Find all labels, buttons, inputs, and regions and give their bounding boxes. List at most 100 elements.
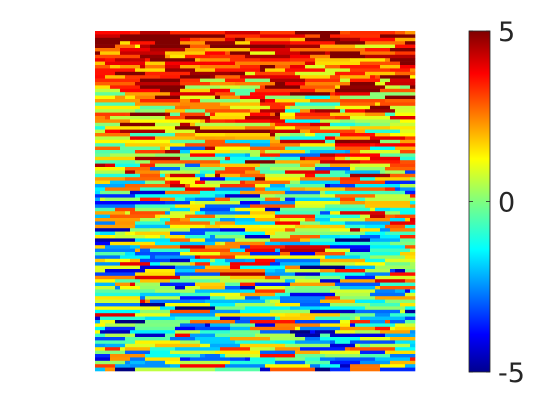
heatmap-cell [340, 276, 345, 280]
heatmap-cell [400, 119, 415, 123]
heatmap-cell [215, 221, 235, 225]
heatmap-cell [365, 272, 390, 276]
heatmap-cell [275, 232, 290, 236]
heatmap-cell [140, 79, 170, 83]
heatmap-cell [145, 354, 180, 358]
heatmap-cell [315, 218, 330, 222]
heatmap-cell [310, 242, 350, 246]
heatmap-cell [235, 38, 245, 42]
heatmap-cell [335, 89, 380, 93]
heatmap-cell [335, 340, 350, 344]
heatmap-cell [320, 194, 335, 198]
heatmap-cell [390, 354, 415, 358]
heatmap-cell [220, 347, 250, 351]
heatmap-cell [155, 123, 180, 127]
heatmap-cell [255, 259, 275, 263]
heatmap-cell [140, 106, 175, 110]
heatmap-cell [95, 109, 135, 113]
heatmap-cell [220, 228, 245, 232]
heatmap-cell [245, 357, 250, 361]
heatmap-cell [290, 232, 315, 236]
heatmap-cell [330, 340, 335, 344]
heatmap-cell [250, 320, 270, 324]
heatmap-cell [280, 116, 295, 120]
heatmap-cell [360, 344, 370, 348]
heatmap-cell [290, 187, 305, 191]
heatmap-cell [180, 89, 210, 93]
heatmap-cell [325, 354, 360, 358]
heatmap-cell [190, 320, 235, 324]
heatmap-cell [225, 79, 245, 83]
heatmap-cell [155, 38, 180, 42]
heatmap-cell [140, 279, 170, 283]
heatmap-cell [400, 157, 415, 161]
heatmap-cell [410, 249, 415, 253]
heatmap-cell [360, 255, 370, 259]
heatmap-cell [335, 41, 365, 45]
heatmap-cell [230, 323, 255, 327]
heatmap-cell [370, 303, 400, 307]
heatmap-cell [240, 191, 285, 195]
heatmap-cell [225, 89, 230, 93]
heatmap-cell [95, 340, 115, 344]
heatmap-cell [140, 187, 185, 191]
heatmap-cell [320, 232, 365, 236]
heatmap-cell [240, 201, 260, 205]
heatmap-cell [270, 310, 310, 314]
heatmap-cell [360, 150, 400, 154]
heatmap-cell [330, 34, 340, 38]
heatmap-cell [135, 334, 165, 338]
heatmap-cell [115, 340, 135, 344]
heatmap-cell [245, 228, 285, 232]
heatmap-cell [405, 198, 415, 202]
heatmap-cell [350, 79, 380, 83]
heatmap-cell [185, 170, 200, 174]
heatmap-cell [390, 228, 415, 232]
heatmap-cell [370, 344, 410, 348]
heatmap-cell [180, 276, 190, 280]
heatmap-cell [220, 279, 250, 283]
heatmap-cell [130, 283, 135, 287]
heatmap-cell [310, 109, 315, 113]
heatmap-cell [145, 320, 190, 324]
heatmap-cell [220, 164, 260, 168]
heatmap-cell [105, 75, 125, 79]
heatmap-cell [340, 119, 355, 123]
heatmap-cell [140, 266, 175, 270]
heatmap-cell [200, 38, 225, 42]
heatmap-cell [95, 48, 105, 52]
heatmap-cell [190, 106, 230, 110]
heatmap-cell [350, 68, 390, 72]
heatmap-cell [150, 208, 170, 212]
heatmap-cell [95, 310, 140, 314]
heatmap-cell [95, 92, 125, 96]
heatmap-cell [295, 354, 325, 358]
heatmap-cell [270, 347, 275, 351]
heatmap-cell [115, 235, 145, 239]
heatmap-cell [105, 323, 135, 327]
heatmap-cell [95, 368, 105, 372]
heatmap-cell [95, 153, 110, 157]
heatmap-cell [305, 62, 315, 66]
heatmap-cell [285, 289, 330, 293]
heatmap-cell [395, 215, 415, 219]
heatmap-cell [120, 130, 165, 134]
heatmap-cell [205, 211, 250, 215]
heatmap-cell [255, 187, 265, 191]
heatmap-cell [200, 354, 205, 358]
heatmap-cell [180, 123, 190, 127]
heatmap-cell [190, 357, 230, 361]
heatmap-cell [370, 136, 405, 140]
heatmap-cell [240, 232, 265, 236]
heatmap-cell [255, 283, 290, 287]
heatmap-cell [140, 296, 145, 300]
heatmap-cell [290, 48, 335, 52]
heatmap-cell [210, 310, 240, 314]
heatmap-cell [185, 55, 210, 59]
heatmap-cell [105, 116, 110, 120]
heatmap-cell [145, 300, 150, 304]
heatmap-cell [340, 327, 375, 331]
heatmap-cell [250, 347, 270, 351]
heatmap-cell [390, 123, 415, 127]
heatmap-cell [190, 38, 200, 42]
